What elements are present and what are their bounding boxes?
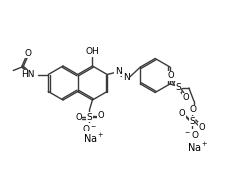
Text: Na$^+$: Na$^+$: [83, 131, 104, 145]
Text: HN: HN: [21, 70, 34, 79]
Text: OH: OH: [86, 48, 99, 57]
Text: O$^-$: O$^-$: [82, 124, 97, 135]
Text: O: O: [199, 122, 205, 132]
Text: S: S: [87, 113, 92, 122]
Text: O: O: [75, 113, 82, 122]
Text: O: O: [25, 49, 32, 58]
Text: O: O: [183, 94, 189, 102]
Text: $^-$O: $^-$O: [183, 130, 199, 141]
Text: O: O: [168, 72, 174, 81]
Text: O: O: [97, 111, 104, 120]
Text: S: S: [189, 117, 195, 126]
Text: N: N: [115, 67, 122, 76]
Text: O: O: [189, 106, 196, 115]
Text: Na$^+$: Na$^+$: [187, 140, 209, 154]
Text: O: O: [179, 109, 185, 117]
Text: S: S: [175, 83, 181, 92]
Text: N: N: [123, 73, 130, 82]
